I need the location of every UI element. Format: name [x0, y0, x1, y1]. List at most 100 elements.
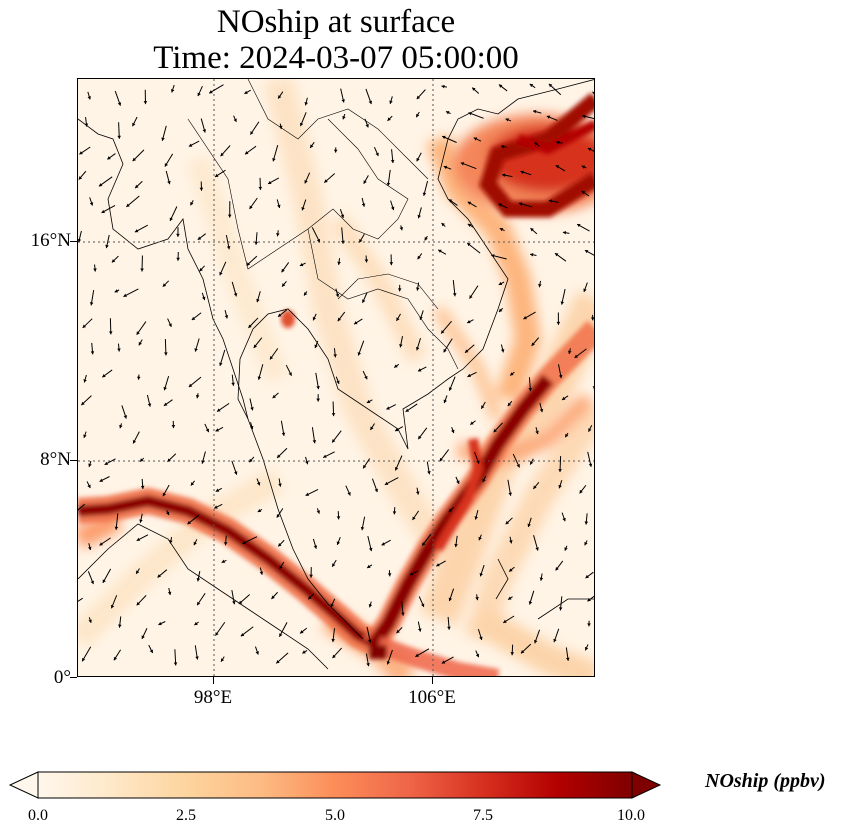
wind-vector-head	[136, 570, 140, 574]
colorbar-tick-label: 2.5	[176, 807, 196, 824]
wind-vector-head	[257, 376, 262, 380]
wind-vector-head	[472, 87, 476, 91]
wind-vector-head	[498, 203, 502, 207]
wind-vector-head	[259, 571, 264, 575]
wind-vector-head	[499, 227, 504, 232]
wind-vector-head	[564, 547, 568, 551]
wind-vector-head	[363, 464, 367, 469]
wind-vector-head	[467, 319, 471, 324]
wind-vector-head	[368, 547, 373, 552]
wind-vector-head	[281, 268, 285, 273]
wind-vector-head	[268, 180, 272, 184]
wind-vector-head	[582, 114, 586, 119]
wind-vector-head	[394, 364, 398, 368]
wind-vector-head	[108, 331, 113, 335]
lat-tick-label: 16°N	[30, 230, 71, 251]
wind-vector-head	[548, 83, 553, 88]
wind-vector-head	[452, 293, 457, 297]
lat-tick-mark	[70, 241, 77, 242]
wind-vector-head	[310, 144, 314, 148]
wind-vector-head	[126, 203, 130, 207]
wind-vector-head	[312, 440, 317, 444]
wind-vector-head	[217, 408, 221, 412]
wind-vector-head	[199, 187, 204, 191]
wind-vector-head	[215, 632, 219, 636]
wind-vector-head	[390, 159, 395, 164]
wind-vector-head	[481, 405, 485, 409]
wind-vector-head	[143, 101, 148, 105]
wind-vector-head	[231, 382, 235, 386]
wind-vector-head	[530, 228, 534, 232]
map-panel	[77, 78, 595, 677]
wind-vector-head	[219, 362, 223, 366]
wind-vector-head	[443, 399, 447, 404]
wind-vector-head	[301, 206, 305, 211]
wind-vector-head	[313, 545, 318, 549]
wind-vector-head	[584, 541, 588, 546]
wind-vector-head	[397, 288, 402, 292]
wind-vector-head	[278, 313, 282, 317]
wind-vector-head	[427, 471, 431, 475]
wind-vector-head	[316, 398, 320, 402]
wind-vector-head	[149, 649, 153, 653]
wind-vector-head	[223, 542, 228, 546]
wind-vector-head	[509, 540, 513, 544]
wind-vector-head	[416, 113, 420, 118]
wind-vector-head	[305, 492, 310, 496]
wind-vector-head	[447, 626, 451, 630]
wind-vector-head	[190, 482, 195, 486]
wind-vector-head	[416, 157, 420, 162]
wind-vector-head	[98, 183, 103, 187]
wind-vector-head	[520, 650, 525, 654]
wind-vector-head	[197, 236, 202, 240]
wind-vector-head	[533, 485, 537, 489]
wind-vector-head	[442, 135, 446, 140]
wind-vector-head	[560, 301, 565, 305]
wind-vector-field	[78, 83, 594, 667]
wind-vector-head	[523, 316, 527, 320]
wind-vector-head	[113, 656, 118, 661]
wind-vector-head	[282, 283, 286, 287]
wind-vector-head	[242, 540, 246, 545]
wind-vector-head	[253, 344, 258, 348]
wind-vector-head	[581, 165, 586, 169]
wind-vector-head	[360, 526, 365, 531]
wind-vector-head	[202, 129, 207, 133]
wind-vector-head	[584, 646, 589, 651]
wind-vector-head	[585, 574, 589, 579]
wind-vector-head	[332, 563, 336, 567]
wind-vector-head	[82, 324, 87, 328]
wind-vector-head	[316, 510, 320, 514]
wind-vector-head	[314, 344, 318, 349]
wind-vector-head	[475, 653, 480, 658]
wind-vector-head	[535, 547, 539, 551]
wind-vector-head	[107, 156, 111, 160]
wind-vector-head	[316, 385, 320, 390]
wind-vector-head	[199, 267, 203, 272]
wind-vector-head	[587, 623, 591, 627]
wind-vector-head	[516, 464, 520, 468]
wind-vector-head	[493, 428, 497, 433]
map-title-line1: NOship at surface	[216, 4, 456, 40]
wind-vector-head	[90, 351, 95, 355]
wind-vector-head	[587, 147, 592, 152]
wind-vector-head	[588, 463, 593, 467]
wind-vector-head	[546, 115, 551, 119]
wind-vector-head	[84, 123, 89, 127]
wind-vector-head	[498, 308, 503, 312]
wind-vector-head	[362, 299, 366, 303]
wind-vector-head	[196, 578, 201, 582]
wind-vector-head	[396, 629, 400, 634]
wind-vector-head	[422, 542, 426, 546]
wind-vector-head	[83, 434, 87, 438]
wind-vector-head	[467, 201, 472, 205]
wind-vector-head	[140, 485, 145, 489]
wind-vector-head	[467, 223, 472, 228]
wind-vector-head	[340, 214, 345, 218]
wind-vector-head	[535, 430, 539, 435]
wind-vector-head	[138, 341, 142, 346]
wind-vector-head	[531, 342, 535, 346]
wind-vector-head	[114, 289, 119, 293]
wind-vector-head	[474, 516, 478, 520]
wind-vector-head	[500, 144, 505, 149]
